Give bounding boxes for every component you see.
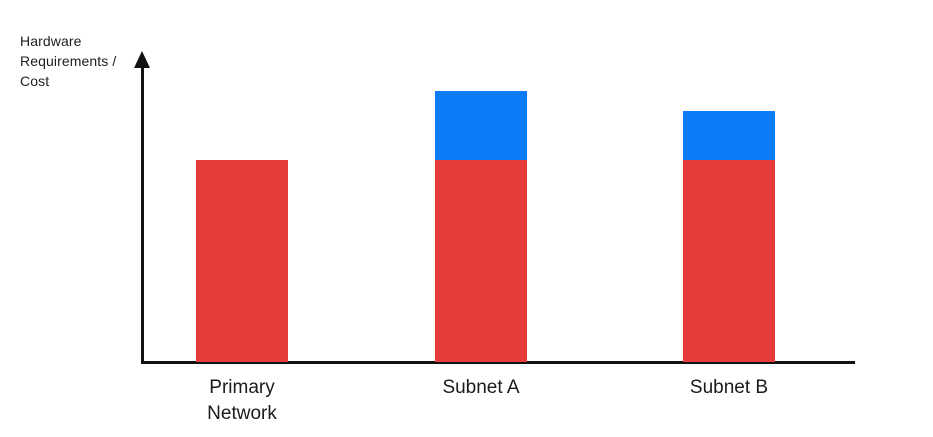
bar-subnet-a-blue-extra-segment: [435, 91, 527, 160]
y-axis-line: [141, 60, 144, 363]
bar-subnet-b-red-base-segment: [683, 160, 775, 362]
x-axis-line: [141, 361, 855, 364]
x-axis-label-subnet-a: Subnet A: [442, 377, 520, 398]
y-axis-arrowhead-icon: [134, 51, 150, 68]
x-axis-label-primary-network: Primary Network: [207, 377, 277, 424]
y-axis-title: Hardware Requirements / Cost: [20, 33, 117, 89]
bar-primary-network-red-base-segment: [196, 160, 288, 362]
bar-subnet-b-blue-extra-segment: [683, 111, 775, 160]
x-axis-label-subnet-b: Subnet B: [689, 377, 769, 398]
bar-subnet-a-red-base-segment: [435, 160, 527, 362]
